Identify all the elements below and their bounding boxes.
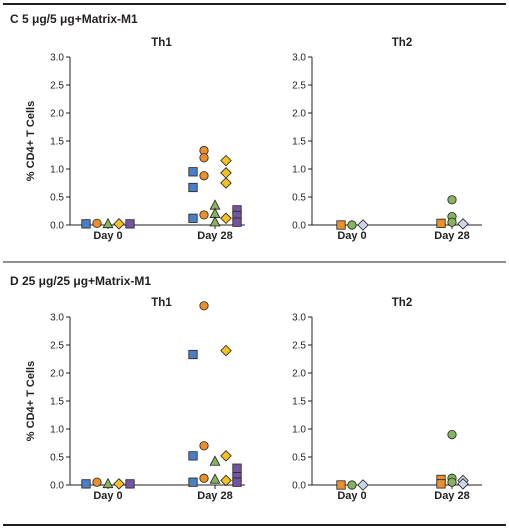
- y-tick-label: 0.0: [292, 221, 306, 232]
- data-point-square: [81, 219, 91, 229]
- data-point-square: [436, 479, 446, 489]
- y-tick-label: 0.0: [50, 221, 64, 232]
- y-tick-label: 1.5: [50, 137, 64, 148]
- y-tick-label: 3.0: [50, 313, 64, 324]
- y-tick-label: 2.0: [50, 369, 64, 380]
- y-tick-label: 0.5: [292, 193, 306, 204]
- data-point-square: [188, 182, 198, 193]
- data-point-square: [188, 477, 198, 487]
- y-tick-label: 3.0: [292, 313, 306, 324]
- data-point-square: [125, 479, 135, 489]
- y-tick-label: 1.0: [292, 165, 306, 176]
- y-tick-label: 1.5: [50, 397, 64, 408]
- data-point-square: [81, 479, 91, 489]
- data-point-square: [125, 219, 135, 229]
- data-point-diamond: [220, 450, 232, 462]
- panel-c-th1: Th1 % CD4+ T Cells 0.0 0.5 1.0 1.5 2.0 2.5 3.0 Da…: [25, 37, 245, 242]
- data-point-triangle: [102, 217, 114, 229]
- panel-title: Th2: [392, 37, 412, 49]
- data-point-square: [232, 217, 242, 227]
- data-point-circle: [447, 195, 457, 205]
- data-point-circle: [199, 153, 209, 163]
- panel-title: Th1: [151, 37, 172, 49]
- data-point-square: [188, 451, 198, 461]
- data-point-circle: [447, 477, 457, 487]
- data-point-square: [188, 349, 198, 360]
- y-tick-label: 0.0: [50, 481, 64, 492]
- y-tick-label: 2.0: [50, 109, 64, 120]
- y-axis-title: % CD4+ T Cells: [25, 101, 37, 181]
- x-category-label: Day 28: [434, 230, 469, 242]
- y-tick-label: 0.5: [50, 193, 64, 204]
- y-tick-label: 0.5: [50, 453, 64, 464]
- data-point-diamond: [357, 479, 369, 491]
- data-point-circle: [199, 301, 209, 311]
- x-category-label: Day 28: [434, 490, 469, 502]
- x-category-label: Day 0: [93, 490, 122, 502]
- data-point-triangle: [209, 216, 221, 227]
- data-point-diamond: [457, 478, 469, 490]
- y-tick-label: 1.0: [50, 425, 64, 436]
- section-d-title: D 25 μg/25 μg+Matrix-M1: [10, 274, 151, 288]
- data-point-triangle: [209, 455, 221, 466]
- data-point-circle: [199, 171, 209, 181]
- y-tick-label: 2.5: [292, 81, 306, 92]
- panel-c-th2: Th2 0.0 0.5 1.0 1.5 2.0 2.5 3.0 Day 0 Day 28: [292, 37, 482, 242]
- panel-d-th1: Th1 % CD4+ T Cells 0.0 0.5 1.0 1.5 2.0 2.5 3.0 Da…: [25, 297, 245, 502]
- data-point-circle: [199, 210, 209, 220]
- panel-d-th2: Th2 0.0 0.5 1.0 1.5 2.0 2.5 3.0 Day 0 Day 28: [292, 297, 482, 502]
- y-axis-title: % CD4+ T Cells: [25, 361, 37, 441]
- data-point-circle: [199, 473, 209, 483]
- data-point-circle: [199, 441, 209, 451]
- data-point-triangle: [102, 477, 114, 489]
- data-point-diamond: [220, 474, 232, 487]
- x-category-label: Day 0: [337, 230, 366, 242]
- data-point-triangle: [209, 473, 221, 484]
- y-tick-label: 3.0: [292, 53, 306, 64]
- data-point-circle: [447, 217, 457, 227]
- y-tick-label: 2.5: [50, 81, 64, 92]
- data-point-circle: [92, 477, 102, 487]
- y-tick-label: 0.5: [292, 453, 306, 464]
- data-point-diamond: [220, 167, 232, 179]
- data-point-square: [336, 220, 346, 230]
- data-point-square: [232, 477, 242, 487]
- y-tick-label: 2.5: [292, 341, 306, 352]
- data-point-diamond: [113, 218, 125, 230]
- panel-title: Th1: [151, 297, 172, 309]
- data-point-circle: [347, 480, 357, 490]
- panel-title: Th2: [392, 297, 412, 309]
- data-point-diamond: [113, 478, 125, 490]
- data-point-square: [188, 213, 198, 223]
- y-tick-label: 3.0: [50, 53, 64, 64]
- y-tick-label: 0.0: [292, 481, 306, 492]
- x-category-label: Day 28: [197, 490, 232, 502]
- section-c-title: C 5 μg/5 μg+Matrix-M1: [10, 12, 138, 26]
- data-point-diamond: [220, 344, 232, 357]
- x-category-label: Day 28: [197, 230, 232, 242]
- data-point-diamond: [220, 177, 232, 189]
- y-tick-label: 2.0: [292, 369, 306, 380]
- x-category-label: Day 0: [93, 230, 122, 242]
- y-tick-label: 2.0: [292, 109, 306, 120]
- y-tick-label: 1.5: [292, 137, 306, 148]
- data-point-diamond: [457, 218, 469, 230]
- x-category-label: Day 0: [337, 490, 366, 502]
- data-point-diamond: [220, 212, 232, 225]
- y-tick-label: 2.5: [50, 341, 64, 352]
- data-point-circle: [92, 218, 102, 228]
- y-tick-label: 1.0: [50, 165, 64, 176]
- data-point-square: [336, 480, 346, 490]
- data-point-square: [188, 167, 198, 177]
- y-tick-label: 1.5: [292, 397, 306, 408]
- data-point-circle: [447, 429, 457, 440]
- data-point-square: [436, 218, 446, 228]
- y-tick-label: 1.0: [292, 425, 306, 436]
- data-point-diamond: [220, 154, 232, 167]
- data-point-square: [232, 463, 242, 473]
- data-point-circle: [347, 220, 357, 230]
- data-point-diamond: [357, 219, 369, 231]
